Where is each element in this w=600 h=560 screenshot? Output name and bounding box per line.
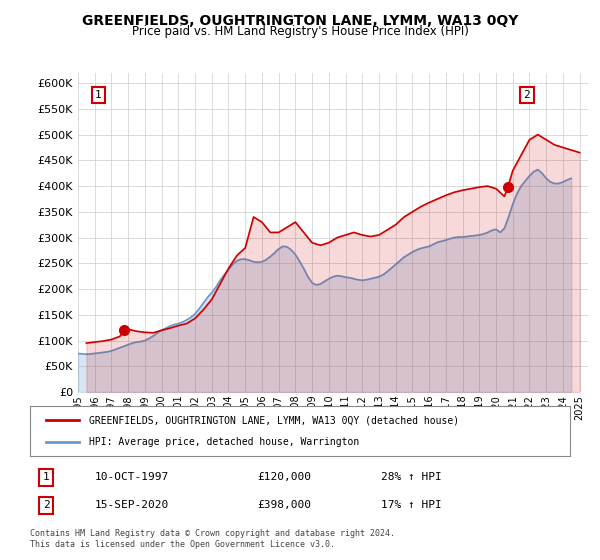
Text: 1: 1 [43, 473, 50, 482]
Text: 1: 1 [95, 90, 102, 100]
Text: Price paid vs. HM Land Registry's House Price Index (HPI): Price paid vs. HM Land Registry's House … [131, 25, 469, 38]
Text: 17% ↑ HPI: 17% ↑ HPI [381, 501, 442, 510]
Text: 10-OCT-1997: 10-OCT-1997 [95, 473, 169, 482]
Text: GREENFIELDS, OUGHTRINGTON LANE, LYMM, WA13 0QY: GREENFIELDS, OUGHTRINGTON LANE, LYMM, WA… [82, 14, 518, 28]
Text: 15-SEP-2020: 15-SEP-2020 [95, 501, 169, 510]
Text: 2: 2 [523, 90, 530, 100]
Text: HPI: Average price, detached house, Warrington: HPI: Average price, detached house, Warr… [89, 437, 359, 447]
Text: 2: 2 [43, 501, 50, 510]
Text: Contains HM Land Registry data © Crown copyright and database right 2024.
This d: Contains HM Land Registry data © Crown c… [30, 529, 395, 549]
Text: 28% ↑ HPI: 28% ↑ HPI [381, 473, 442, 482]
Text: £120,000: £120,000 [257, 473, 311, 482]
Text: £398,000: £398,000 [257, 501, 311, 510]
Text: GREENFIELDS, OUGHTRINGTON LANE, LYMM, WA13 0QY (detached house): GREENFIELDS, OUGHTRINGTON LANE, LYMM, WA… [89, 415, 460, 425]
